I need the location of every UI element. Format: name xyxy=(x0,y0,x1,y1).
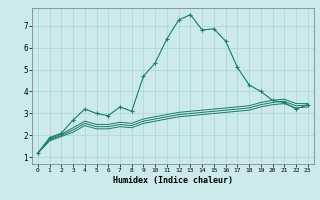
X-axis label: Humidex (Indice chaleur): Humidex (Indice chaleur) xyxy=(113,176,233,185)
